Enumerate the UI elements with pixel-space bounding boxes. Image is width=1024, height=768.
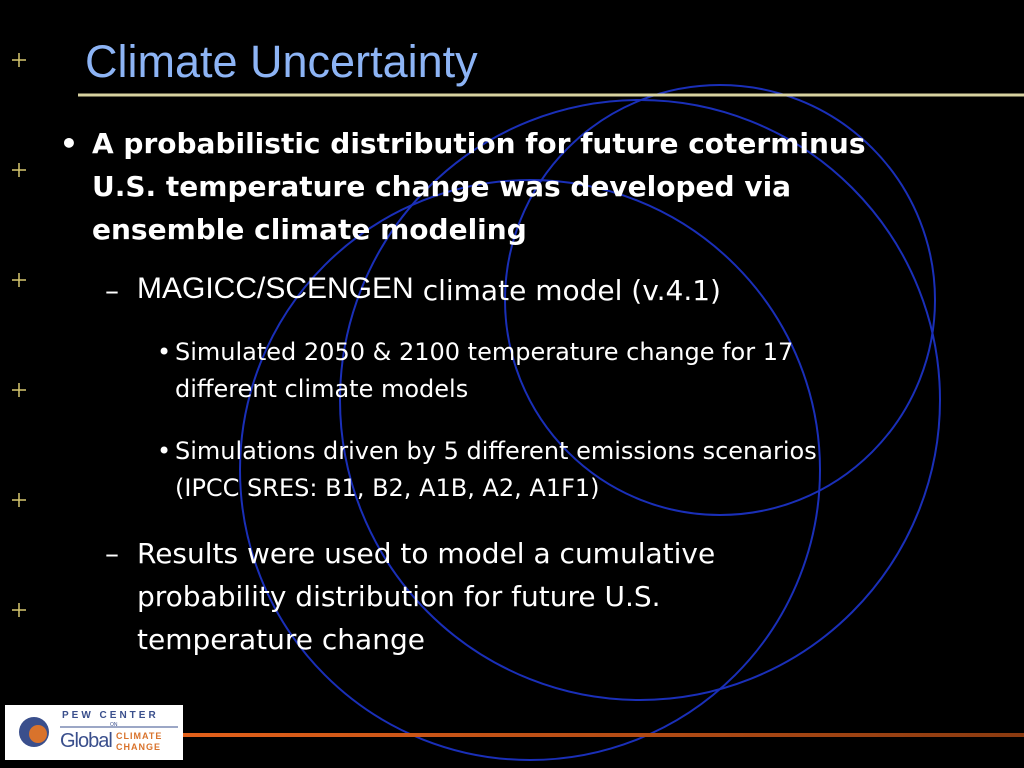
bullet-text: U.S. temperature change was developed vi… [92, 170, 792, 203]
bullet-text: Results were used to model a cumulative [137, 537, 716, 570]
bullet-text: probability distribution for future U.S. [137, 580, 661, 613]
bullet-marker: • [157, 437, 172, 465]
bullet-text: Simulated 2050 & 2100 temperature change… [175, 338, 794, 366]
bullet-text: A probabilistic distribution for future … [92, 127, 866, 160]
bullet-marker: – [105, 537, 119, 570]
bullet-marker: • [157, 338, 172, 366]
logo-global: Global [60, 730, 113, 752]
bullet-text: Simulations driven by 5 different emissi… [175, 437, 817, 465]
logo-top: PEW CENTER [62, 710, 159, 721]
bullet-text: different climate models [175, 375, 469, 403]
bullet-marker: • [60, 127, 78, 160]
logo-on: ON [110, 722, 118, 728]
logo-climate: CLIMATE [116, 731, 163, 741]
bullet-text: (IPCC SRES: B1, B2, A1B, A2, A1F1) [175, 474, 600, 502]
bullet-text: ensemble climate modeling [92, 213, 527, 246]
logo-change: CHANGE [116, 742, 162, 752]
bullet-text: temperature change [137, 623, 425, 656]
bullet-lead: MAGICC/SCENGEN [137, 272, 414, 305]
bullet-marker: – [105, 274, 119, 307]
bullet-text: climate model (v.4.1) [422, 274, 721, 307]
slide-title: Climate Uncertainty [85, 36, 478, 87]
